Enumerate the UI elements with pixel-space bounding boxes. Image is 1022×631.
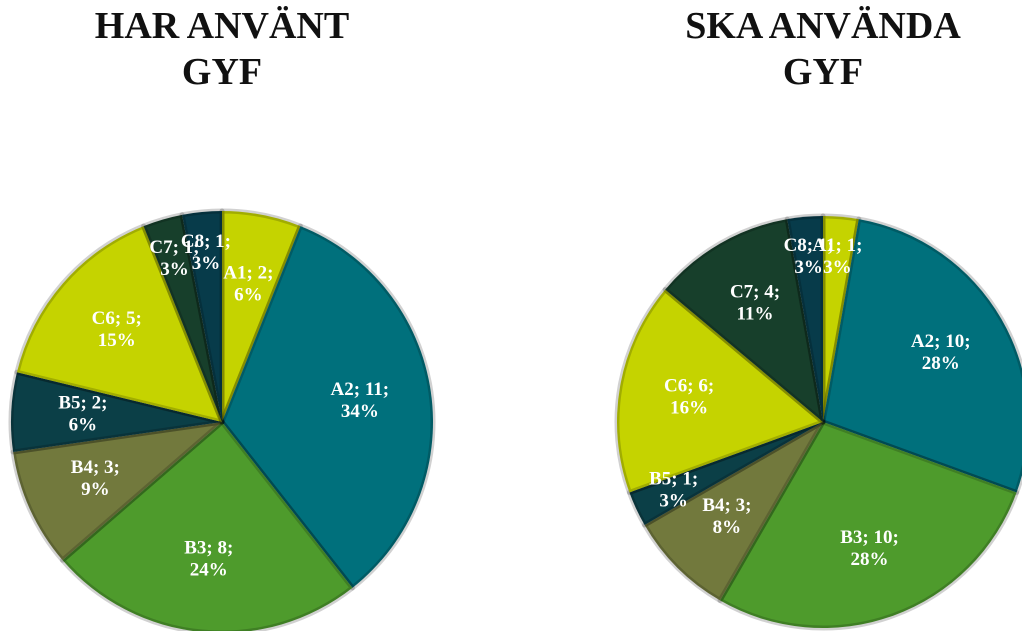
pie-slice bbox=[614, 287, 826, 495]
pie-slice bbox=[60, 419, 355, 631]
pie-slice bbox=[141, 212, 225, 425]
pie-slice bbox=[14, 223, 225, 425]
pie-slice bbox=[820, 216, 1022, 495]
data-label: B3; 8; 24% bbox=[184, 538, 233, 581]
data-label: A2; 10; 28% bbox=[911, 331, 971, 374]
data-label: C8; 1; 3% bbox=[181, 231, 231, 274]
chart-title: HAR ANVÄNT GYF bbox=[95, 5, 349, 93]
data-label: A2; 11; 34% bbox=[331, 380, 390, 423]
data-label: A1; 2; 6% bbox=[223, 263, 273, 306]
pie-slice bbox=[179, 208, 225, 425]
pie-slice bbox=[784, 213, 826, 425]
data-label: B5; 1; 3% bbox=[649, 469, 698, 512]
data-label: C7; 1; 3% bbox=[149, 237, 199, 280]
data-label: B3; 10; 28% bbox=[840, 527, 899, 570]
pie-slice bbox=[820, 213, 862, 425]
data-label: C8; 1; 3% bbox=[784, 235, 834, 278]
data-label: B5; 2; 6% bbox=[58, 393, 107, 436]
data-label: C6; 6; 16% bbox=[664, 376, 714, 419]
data-label: C7; 4; 11% bbox=[730, 282, 780, 325]
pie-slice bbox=[717, 419, 1020, 631]
pie-slice bbox=[8, 369, 225, 455]
pie-slice bbox=[219, 223, 436, 591]
data-label: B4; 3; 8% bbox=[702, 495, 751, 538]
pie-slice bbox=[662, 216, 826, 425]
pie-slice bbox=[626, 419, 826, 528]
pie-slice bbox=[642, 419, 826, 603]
data-label: B4; 3; 9% bbox=[71, 457, 120, 500]
chart-title: SKA ANVÄNDA GYF bbox=[685, 5, 961, 93]
data-label: A1; 1; 3% bbox=[812, 235, 862, 278]
pie-slice bbox=[10, 419, 225, 563]
data-label: C6; 5; 15% bbox=[92, 308, 142, 351]
pie-slice bbox=[219, 208, 303, 425]
